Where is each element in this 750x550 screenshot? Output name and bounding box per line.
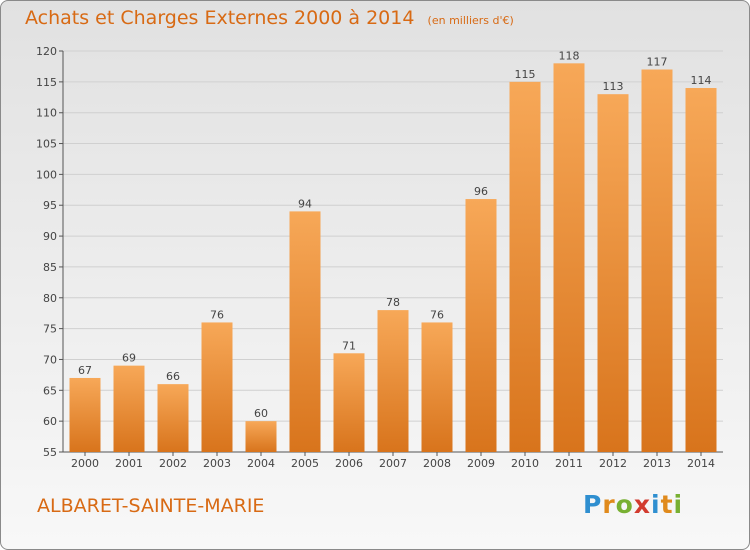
bar — [333, 353, 365, 452]
value-labels: 67 69 66 76 60 94 71 78 76 96 115 118 113 117 114 — [78, 49, 712, 420]
x-tick-label: 2011 — [555, 457, 583, 470]
x-tick-labels: 2000 2001 2002 2003 2004 2005 2006 2007 2008 2009… — [71, 452, 715, 470]
x-tick-label: 2005 — [291, 457, 319, 470]
x-tick-label: 2004 — [247, 457, 275, 470]
title-row: Achats et Charges Externes 2000 à 2014 (… — [25, 7, 514, 29]
y-tick-label: 115 — [36, 76, 57, 89]
y-tick-label: 55 — [43, 446, 57, 459]
bar — [685, 88, 717, 452]
bar — [509, 81, 541, 452]
bar — [157, 384, 189, 452]
data-label: 71 — [342, 339, 356, 352]
bar — [421, 322, 453, 452]
bar — [553, 63, 585, 452]
chart-title: Achats et Charges Externes 2000 à 2014 — [25, 7, 415, 29]
data-label: 60 — [254, 407, 268, 420]
bar — [113, 365, 145, 452]
data-label: 66 — [166, 370, 180, 383]
bar — [245, 421, 277, 452]
x-tick-label: 2006 — [335, 457, 363, 470]
logo-letter: x — [633, 490, 651, 519]
logo-letter: t — [660, 490, 674, 519]
x-tick-label: 2013 — [643, 457, 671, 470]
x-tick-label: 2012 — [599, 457, 627, 470]
logo-letter: i — [651, 490, 661, 519]
data-label: 76 — [210, 308, 224, 321]
x-tick-label: 2001 — [115, 457, 143, 470]
y-tick-label: 110 — [36, 107, 57, 120]
bar — [465, 199, 497, 452]
x-tick-label: 2014 — [687, 457, 715, 470]
data-label: 117 — [647, 56, 668, 69]
data-label: 69 — [122, 352, 136, 365]
x-tick-label: 2002 — [159, 457, 187, 470]
logo-letter: P — [583, 490, 603, 519]
y-tick-label: 60 — [43, 415, 57, 428]
y-tick-label: 90 — [43, 230, 57, 243]
x-tick-label: 2008 — [423, 457, 451, 470]
y-tick-label: 80 — [43, 292, 57, 305]
bar — [641, 69, 673, 452]
commune-name: ALBARET-SAINTE-MARIE — [37, 495, 265, 517]
x-tick-label: 2000 — [71, 457, 99, 470]
bar — [597, 94, 629, 452]
data-label: 118 — [559, 49, 580, 62]
y-tick-label: 70 — [43, 353, 57, 366]
bar-chart: 55 60 65 70 75 80 85 90 95 100 105 110 115 120 67 69 66… — [36, 45, 723, 470]
data-label: 114 — [691, 74, 712, 87]
y-tick-label: 85 — [43, 261, 57, 274]
data-label: 113 — [603, 80, 624, 93]
data-label: 67 — [78, 364, 92, 377]
x-tick-label: 2010 — [511, 457, 539, 470]
y-tick-label: 100 — [36, 168, 57, 181]
bar — [201, 322, 233, 452]
logo-letter: r — [602, 490, 616, 519]
y-tick-labels: 55 60 65 70 75 80 85 90 95 100 105 110 115 120 — [36, 45, 57, 459]
data-label: 94 — [298, 197, 312, 210]
chart-subtitle: (en milliers d'€) — [427, 14, 514, 27]
logo-letter: o — [615, 490, 634, 519]
y-tick-label: 105 — [36, 138, 57, 151]
bar — [289, 211, 321, 452]
data-label: 115 — [515, 68, 536, 81]
proxiti-logo: Proxiti — [583, 490, 683, 519]
data-label: 96 — [474, 185, 488, 198]
y-tick-label: 65 — [43, 384, 57, 397]
data-label: 76 — [430, 308, 444, 321]
bar — [377, 310, 409, 452]
y-tick-label: 75 — [43, 323, 57, 336]
x-tick-label: 2003 — [203, 457, 231, 470]
logo-letter: i — [673, 490, 684, 519]
y-tick-label: 120 — [36, 45, 57, 58]
bar — [69, 377, 101, 452]
x-tick-label: 2009 — [467, 457, 495, 470]
bars — [69, 63, 717, 452]
x-tick-label: 2007 — [379, 457, 407, 470]
data-label: 78 — [386, 296, 400, 309]
y-tick-label: 95 — [43, 199, 57, 212]
